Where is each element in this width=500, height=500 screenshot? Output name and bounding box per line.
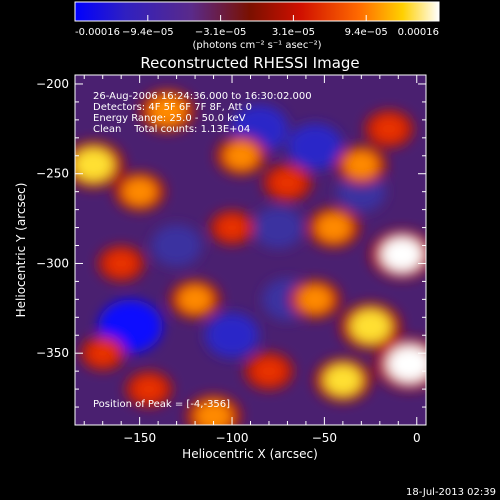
annotation-peak: Position of Peak = [-4,-356] xyxy=(93,399,230,410)
colorbar-tick-label: 9.4e−05 xyxy=(345,27,388,38)
chart-title: Reconstructed RHESSI Image xyxy=(140,54,359,72)
source-core xyxy=(381,237,423,272)
source-core xyxy=(178,285,212,314)
source-core xyxy=(324,364,362,396)
source-core xyxy=(133,376,165,402)
source-core xyxy=(271,169,304,196)
annotation-time-range: 26-Aug-2006 16:24:36.000 to 16:30:02.000 xyxy=(93,91,312,102)
source-core xyxy=(149,96,186,126)
colorbar-tick-label: −9.4e−05 xyxy=(122,27,174,38)
negative-region xyxy=(287,123,343,170)
source-core xyxy=(252,357,285,385)
source-core xyxy=(387,345,426,383)
y-axis-label: Heliocentric Y (arcsec) xyxy=(14,183,28,318)
y-tick-label: −200 xyxy=(36,77,69,91)
colorbar-tick-label: 0.00016 xyxy=(398,27,439,38)
source-core xyxy=(298,285,332,314)
y-tick-label: −300 xyxy=(36,256,69,270)
x-tick-label: −50 xyxy=(312,431,337,445)
annotation-detectors: Detectors: 4F 5F 6F 7F 8F, Att 0 xyxy=(93,102,252,113)
negative-region xyxy=(205,312,259,358)
footer-timestamp: 18-Jul-2013 02:39 xyxy=(406,487,496,498)
source-core xyxy=(105,250,137,277)
plot-annotations: 26-Aug-2006 16:24:36.000 to 16:30:02.000… xyxy=(93,91,312,410)
heatmap-image xyxy=(75,75,426,425)
colorbar-tick-label: 3.1e−05 xyxy=(272,27,315,38)
source-core xyxy=(344,151,379,179)
colorbar-ticks: -0.00016 −9.4e−05 −3.1e−05 3.1e−05 9.4e−05 0.… xyxy=(74,15,440,38)
source-core xyxy=(224,142,258,170)
negative-region xyxy=(151,224,202,267)
source-core xyxy=(75,148,114,182)
source-core xyxy=(88,341,118,366)
source-core xyxy=(350,309,391,343)
colorbar-gradient xyxy=(74,1,440,22)
source-core xyxy=(316,213,351,242)
colorbar-unit-label: (photons cm⁻² s⁻¹ asec⁻²) xyxy=(192,40,321,51)
x-tick-label: −150 xyxy=(123,431,156,445)
source-core xyxy=(217,215,247,240)
colorbar-tick-label: −3.1e−05 xyxy=(195,27,247,38)
axis-ticks: −150 −100 −50 0 −200 −250 −300 −350 xyxy=(36,75,426,445)
negative-region xyxy=(253,206,304,249)
x-tick-label: −100 xyxy=(216,431,249,445)
y-tick-label: −350 xyxy=(36,346,69,360)
annotation-energy: Energy Range: 25.0 - 50.0 keV xyxy=(93,113,246,124)
source-core xyxy=(122,177,157,206)
x-axis-label: Heliocentric X (arcsec) xyxy=(182,447,318,461)
source-core xyxy=(195,401,232,425)
colorbar-tick-label: -0.00016 xyxy=(75,27,120,38)
annotation-clean: Clean Total counts: 1.13E+04 xyxy=(93,124,250,135)
x-tick-label: 0 xyxy=(413,431,421,445)
source-core xyxy=(373,115,406,143)
colorbar: -0.00016 −9.4e−05 −3.1e−05 3.1e−05 9.4e−05 0.… xyxy=(74,1,440,51)
y-tick-label: −250 xyxy=(36,167,69,181)
